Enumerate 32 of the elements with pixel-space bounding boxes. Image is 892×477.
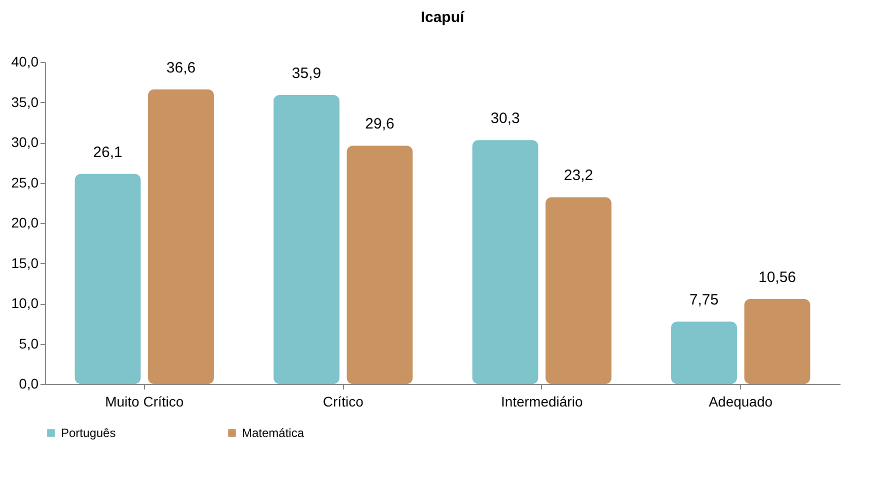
data-label: 35,9 bbox=[292, 65, 322, 82]
legend-label: Português bbox=[61, 426, 116, 440]
data-label: 36,6 bbox=[166, 59, 196, 76]
data-label: 29,6 bbox=[365, 116, 394, 133]
y-tick-label: 5,0 bbox=[19, 335, 39, 352]
x-tick-label: Muito Crítico bbox=[105, 394, 184, 410]
legend-label: Matemática bbox=[242, 426, 304, 440]
bar bbox=[472, 140, 538, 384]
y-tick-label: 0,0 bbox=[19, 376, 39, 392]
y-tick-label: 25,0 bbox=[11, 174, 39, 190]
bar bbox=[546, 197, 612, 384]
bar bbox=[74, 174, 141, 384]
data-label: 30,3 bbox=[490, 110, 520, 128]
x-tick-label: Crítico bbox=[322, 394, 364, 410]
x-tick-label: Intermediário bbox=[501, 394, 583, 410]
y-tick-label: 20,0 bbox=[11, 214, 39, 230]
data-label: 26,1 bbox=[93, 144, 122, 161]
y-tick-label: 15,0 bbox=[11, 254, 39, 271]
data-label: 23,2 bbox=[564, 167, 594, 184]
data-label: 10,56 bbox=[758, 268, 796, 286]
bar bbox=[744, 298, 810, 384]
x-tick-label: Adequado bbox=[708, 394, 773, 410]
bar bbox=[274, 95, 340, 384]
y-tick-label: 30,0 bbox=[11, 134, 39, 150]
chart-title: Icapuí bbox=[420, 9, 465, 26]
bar bbox=[671, 322, 737, 384]
bar bbox=[346, 146, 413, 384]
y-tick-label: 35,0 bbox=[11, 94, 39, 110]
bar bbox=[148, 89, 214, 384]
y-tick-label: 10,0 bbox=[11, 295, 39, 311]
y-tick-label: 40,0 bbox=[11, 54, 39, 70]
data-label: 7,75 bbox=[689, 292, 719, 309]
